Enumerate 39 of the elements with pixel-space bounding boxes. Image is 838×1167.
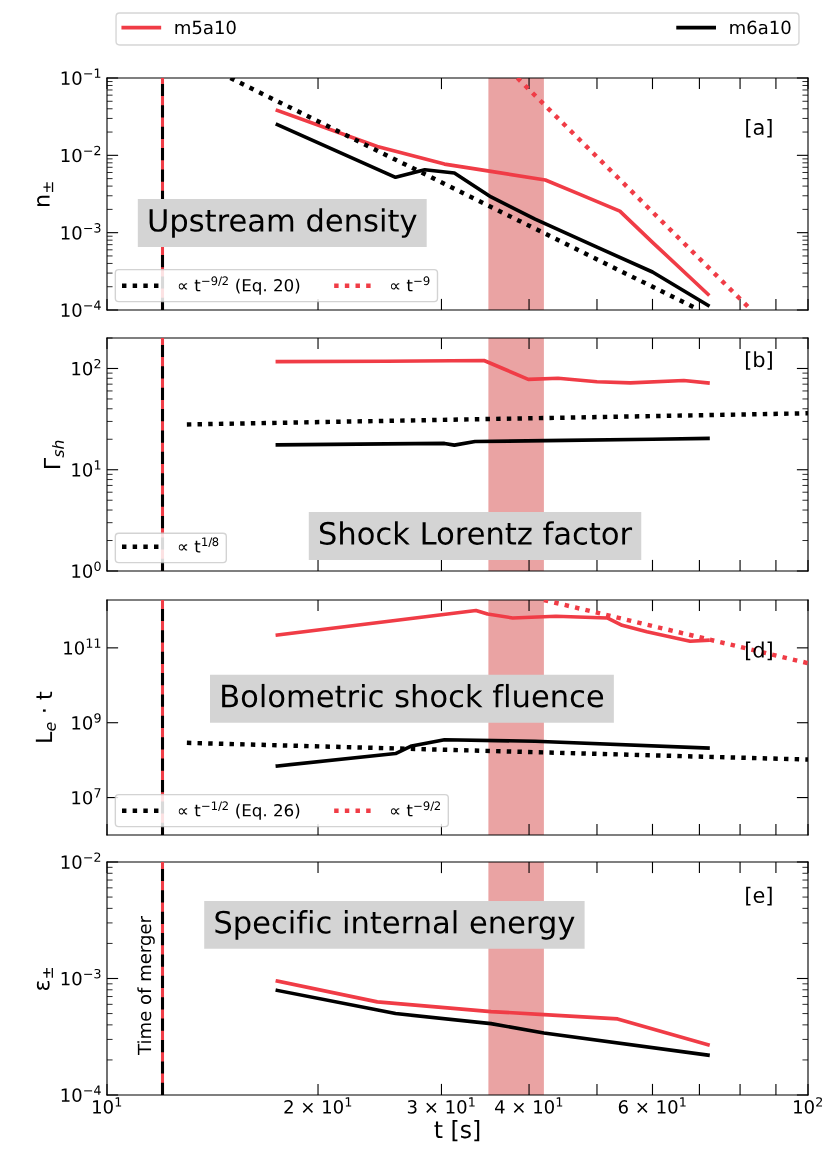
y-tick-label: 10$^{−4}$ [61,300,101,317]
y-tick-label: 10$^{−2}$ [61,145,101,163]
x-tick-label: 6 × 10$^{1}$ [618,1097,686,1114]
legend-label: ∝ t$^{−9/2}$ (Eq. 20) [178,276,300,295]
y-tick-label: 10$^{0}$ [72,561,101,578]
y-axis-title: ε$_{±}$ [36,967,53,991]
x-axis-title: t [s] [434,1120,480,1142]
annotation: Specific internal energy [215,910,575,940]
annotation: [b] [745,351,772,370]
legend-label: m5a10 [175,20,236,35]
y-tick-label: 10$^{−1}$ [61,68,101,85]
y-axis-title: Γ$_{sh}$ [43,440,65,468]
annotation: Shock Lorentz factor [319,521,633,545]
x-tick-label: 3 × 10$^{1}$ [407,1097,475,1114]
y-tick-label: 10$^{7}$ [72,788,101,805]
legend-label: ∝ t$^{1/8}$ [178,537,219,553]
annotation: [a] [746,118,772,138]
x-tick-label: 4 × 10$^{1}$ [494,1097,563,1114]
annotation: [e] [746,886,772,906]
x-tick-label: 10$^{2}$ [794,1097,823,1114]
y-tick-label: 10$^{11}$ [64,638,101,655]
annotation: Bolometric shock fluence [222,683,604,708]
annotation: [d] [745,641,772,661]
y-tick-label: 10$^{−3}$ [61,223,101,240]
legend-label: ∝ t$^{−9/2}$ [390,801,441,817]
legend-label: ∝ t$^{−9}$ [390,276,430,292]
y-axis-title: L$_{e}$ · t [35,691,56,742]
legend-label: m6a10 [730,20,791,35]
y-tick-label: 10$^{1}$ [72,460,101,477]
x-tick-label: 10$^{1}$ [93,1097,122,1114]
y-tick-label: 10$^{−3}$ [61,968,101,986]
y-tick-label: 10$^{−2}$ [61,852,101,869]
annotation: Upstream density [149,208,417,238]
y-tick-label: 10$^{9}$ [72,713,101,730]
ref-line-label: Time of merger [137,916,155,1055]
y-axis-title: n$_{±}$ [37,182,54,206]
legend-label: ∝ t$^{−1/2}$ (Eq. 26) [178,801,300,820]
y-tick-label: 10$^{2}$ [72,358,101,376]
x-tick-label: 2 × 10$^{1}$ [284,1097,352,1114]
